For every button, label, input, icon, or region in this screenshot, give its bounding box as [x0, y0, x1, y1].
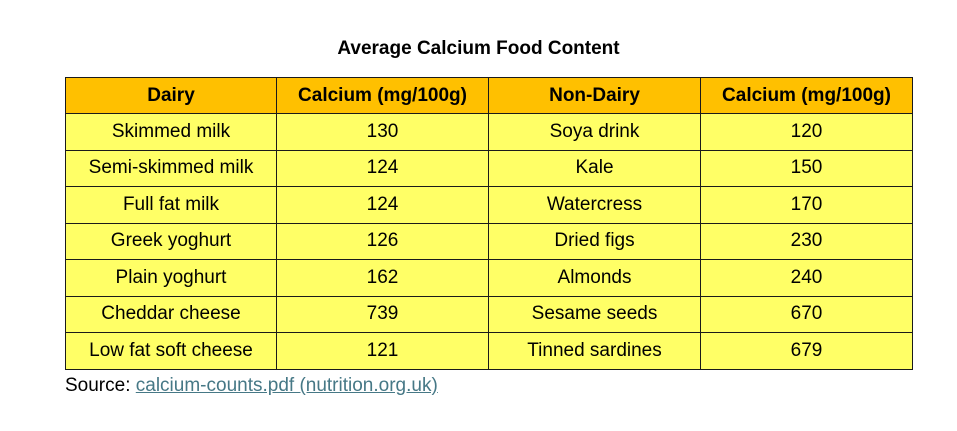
non-dairy-calcium-cell: 150: [700, 149, 913, 187]
non-dairy-calcium-cell: 120: [700, 113, 913, 151]
dairy-calcium-cell: 124: [276, 186, 489, 224]
non-dairy-calcium-cell: 679: [700, 332, 913, 370]
dairy-food-cell: Cheddar cheese: [65, 295, 277, 333]
non-dairy-calcium-cell: 670: [700, 295, 913, 333]
calcium-table: Dairy Calcium (mg/100g) Non-Dairy Calciu…: [65, 77, 913, 370]
dairy-food-cell: Low fat soft cheese: [65, 332, 277, 370]
non-dairy-calcium-cell: 240: [700, 259, 913, 297]
non-dairy-calcium-cell: 170: [700, 186, 913, 224]
non-dairy-food-cell: Sesame seeds: [488, 295, 701, 333]
dairy-food-cell: Plain yoghurt: [65, 259, 277, 297]
dairy-calcium-cell: 124: [276, 149, 489, 187]
non-dairy-food-cell: Tinned sardines: [488, 332, 701, 370]
non-dairy-food-cell: Watercress: [488, 186, 701, 224]
header-non-dairy: Non-Dairy: [488, 77, 701, 114]
dairy-food-cell: Full fat milk: [65, 186, 277, 224]
table-row: Full fat milk 124 Watercress 170: [65, 186, 913, 224]
source-link[interactable]: calcium-counts.pdf (nutrition.org.uk): [135, 375, 438, 396]
table-row: Low fat soft cheese 121 Tinned sardines …: [65, 332, 913, 370]
non-dairy-food-cell: Kale: [488, 149, 701, 187]
non-dairy-calcium-cell: 230: [700, 222, 913, 260]
non-dairy-food-cell: Dried figs: [488, 222, 701, 260]
table-row: Greek yoghurt 126 Dried figs 230: [65, 222, 913, 260]
header-row: Dairy Calcium (mg/100g) Non-Dairy Calciu…: [65, 77, 913, 114]
dairy-food-cell: Skimmed milk: [65, 113, 277, 151]
dairy-calcium-cell: 739: [276, 295, 489, 333]
header-non-dairy-calcium: Calcium (mg/100g): [700, 77, 913, 114]
non-dairy-food-cell: Almonds: [488, 259, 701, 297]
dairy-food-cell: Greek yoghurt: [65, 222, 277, 260]
non-dairy-food-cell: Soya drink: [488, 113, 701, 151]
table-row: Plain yoghurt 162 Almonds 240: [65, 259, 913, 297]
table-row: Skimmed milk 130 Soya drink 120: [65, 113, 913, 151]
header-dairy-calcium: Calcium (mg/100g): [276, 77, 489, 114]
dairy-calcium-cell: 126: [276, 222, 489, 260]
header-dairy: Dairy: [65, 77, 277, 114]
table-title: Average Calcium Food Content: [337, 38, 620, 59]
dairy-calcium-cell: 130: [276, 113, 489, 151]
table-row: Cheddar cheese 739 Sesame seeds 670: [65, 295, 913, 333]
dairy-calcium-cell: 121: [276, 332, 489, 370]
source-label: Source:: [65, 375, 136, 396]
dairy-food-cell: Semi-skimmed milk: [65, 149, 277, 187]
dairy-calcium-cell: 162: [276, 259, 489, 297]
source-line: Source: calcium-counts.pdf (nutrition.or…: [65, 373, 438, 399]
table-row: Semi-skimmed milk 124 Kale 150: [65, 149, 913, 187]
